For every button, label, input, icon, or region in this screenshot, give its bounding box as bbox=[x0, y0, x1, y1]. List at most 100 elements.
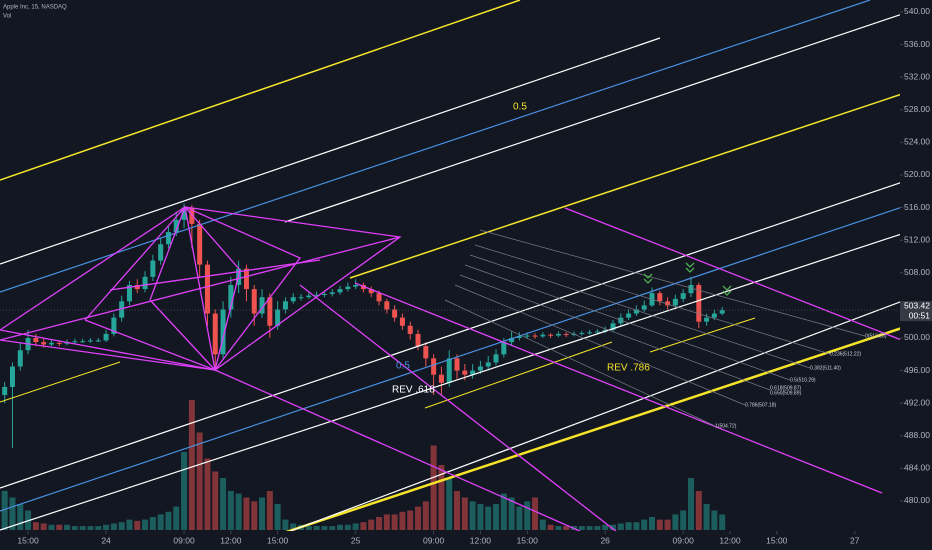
volume-bar bbox=[508, 497, 515, 530]
volume-bar bbox=[352, 523, 359, 530]
volume-bar bbox=[617, 523, 624, 530]
fan-line bbox=[184, 206, 216, 371]
volume-bar bbox=[555, 526, 562, 530]
candle-body bbox=[672, 298, 678, 306]
signal-icon bbox=[685, 267, 695, 273]
signal-icon bbox=[722, 285, 732, 291]
fib-label: 0.618(509.87) bbox=[770, 385, 801, 391]
volume-bar bbox=[594, 526, 601, 530]
volume-bar bbox=[181, 452, 188, 530]
candle-body bbox=[633, 309, 639, 314]
volume-bar bbox=[196, 432, 203, 530]
candle-body bbox=[392, 309, 398, 318]
candle-body bbox=[579, 333, 585, 335]
trend-line bbox=[0, 171, 932, 489]
candle-body bbox=[594, 331, 600, 333]
candle-body bbox=[48, 342, 54, 345]
channel-line bbox=[354, 282, 883, 494]
candle-body bbox=[641, 305, 647, 310]
candle-body bbox=[321, 293, 327, 295]
volume-bar bbox=[313, 526, 320, 530]
annotation: REV .786 bbox=[607, 363, 650, 374]
volume-bar bbox=[539, 519, 546, 530]
y-tick-label: 496.00 bbox=[904, 365, 930, 375]
candle-body bbox=[204, 264, 210, 314]
volume-bar bbox=[173, 506, 180, 530]
trend-line bbox=[0, 0, 871, 293]
volume-bar bbox=[134, 520, 141, 530]
candle-body bbox=[126, 285, 132, 302]
candle-body bbox=[477, 366, 483, 371]
candle-body bbox=[610, 323, 616, 330]
volume-bar bbox=[680, 510, 687, 530]
volume-bar bbox=[329, 526, 336, 530]
x-tick-label: 15:00 bbox=[766, 535, 788, 545]
volume-bar bbox=[625, 522, 632, 530]
candle-body bbox=[314, 294, 320, 296]
candle-body bbox=[173, 219, 179, 233]
x-tick-label: 24 bbox=[101, 535, 111, 545]
volume-bar bbox=[664, 519, 671, 530]
volume-label: Vol bbox=[3, 14, 11, 20]
fan-line bbox=[0, 339, 216, 371]
candle-body bbox=[212, 313, 218, 355]
volume-bar bbox=[259, 497, 266, 530]
y-tick-label: 512.00 bbox=[904, 234, 930, 244]
y-tick-label: 528.00 bbox=[904, 104, 930, 114]
last-price-box bbox=[900, 301, 932, 322]
volume-bar bbox=[500, 493, 507, 530]
volume-bar bbox=[477, 504, 484, 530]
volume-bar bbox=[493, 504, 500, 530]
trend-line bbox=[0, 196, 932, 512]
candle-body bbox=[111, 317, 117, 334]
candle-body bbox=[33, 337, 39, 343]
candle-body bbox=[298, 297, 304, 299]
volume-bar bbox=[48, 524, 55, 530]
axes: 480.00484.00488.00492.00496.00500.00504.… bbox=[0, 6, 932, 545]
candle-body bbox=[56, 342, 62, 344]
x-tick-label: 15:00 bbox=[267, 535, 289, 545]
volume-bar bbox=[469, 501, 476, 530]
fib-line bbox=[464, 264, 791, 381]
volume-bar bbox=[32, 522, 39, 530]
volume-bar bbox=[212, 471, 219, 530]
volume-bar bbox=[407, 510, 414, 530]
trend-line bbox=[424, 341, 613, 409]
annotation: 0.5 bbox=[396, 361, 410, 372]
candle-body bbox=[181, 207, 187, 220]
candle-body bbox=[501, 342, 507, 355]
volume-bar bbox=[290, 523, 297, 530]
x-tick-label: 09:00 bbox=[173, 535, 195, 545]
candle-body bbox=[80, 341, 86, 343]
candle-body bbox=[228, 285, 234, 310]
volume-bar bbox=[1, 491, 8, 530]
candle-body bbox=[415, 333, 421, 347]
fib-line bbox=[469, 254, 811, 369]
volume-bar bbox=[17, 504, 24, 530]
candle-body bbox=[306, 295, 312, 298]
candle-body bbox=[555, 333, 561, 336]
volume-bar bbox=[430, 445, 437, 530]
fib-line bbox=[479, 229, 866, 337]
y-tick-label: 536.00 bbox=[904, 39, 930, 49]
candle-body bbox=[376, 293, 382, 302]
volume-bar bbox=[368, 519, 375, 530]
volume-bar bbox=[305, 526, 312, 530]
fib-label: 1(504.72) bbox=[715, 423, 737, 429]
y-tick-label: 532.00 bbox=[904, 71, 930, 81]
candle-body bbox=[72, 341, 78, 343]
candle-body bbox=[142, 276, 148, 290]
volume-bar bbox=[142, 519, 149, 530]
volume-bar bbox=[719, 514, 726, 530]
fib-line bbox=[444, 299, 716, 427]
fib-label: 0(513.83) bbox=[865, 333, 887, 339]
candle-body bbox=[516, 336, 522, 338]
candle-body bbox=[446, 358, 452, 383]
trend-line bbox=[239, 289, 932, 550]
candle-body bbox=[158, 244, 164, 261]
volume-bar bbox=[79, 526, 86, 530]
candle-body bbox=[704, 317, 710, 322]
volume-bar bbox=[695, 491, 702, 530]
